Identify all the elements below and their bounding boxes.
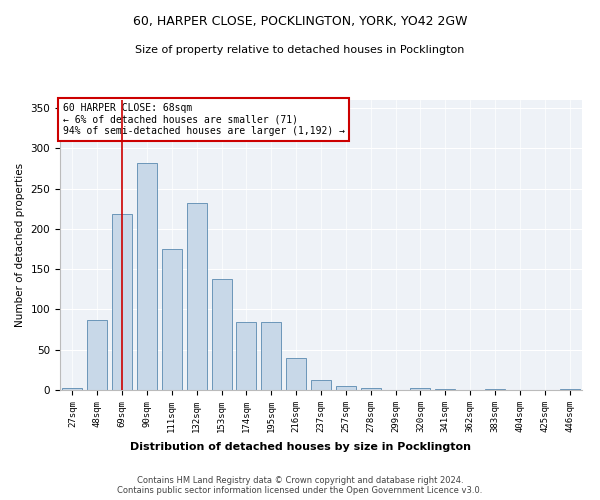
- Bar: [311, 380, 331, 390]
- Bar: [286, 358, 306, 390]
- Bar: [236, 322, 256, 390]
- Bar: [187, 203, 206, 390]
- Bar: [410, 388, 430, 390]
- Bar: [485, 389, 505, 390]
- Bar: [212, 279, 232, 390]
- Bar: [336, 386, 356, 390]
- Text: Contains HM Land Registry data © Crown copyright and database right 2024.
Contai: Contains HM Land Registry data © Crown c…: [118, 476, 482, 495]
- Text: Distribution of detached houses by size in Pocklington: Distribution of detached houses by size …: [130, 442, 470, 452]
- Bar: [361, 388, 380, 390]
- Bar: [262, 322, 281, 390]
- Bar: [436, 389, 455, 390]
- Bar: [112, 214, 132, 390]
- Bar: [560, 389, 580, 390]
- Text: 60 HARPER CLOSE: 68sqm
← 6% of detached houses are smaller (71)
94% of semi-deta: 60 HARPER CLOSE: 68sqm ← 6% of detached …: [62, 103, 344, 136]
- Bar: [62, 388, 82, 390]
- Bar: [88, 320, 107, 390]
- Y-axis label: Number of detached properties: Number of detached properties: [15, 163, 25, 327]
- Bar: [162, 249, 182, 390]
- Text: 60, HARPER CLOSE, POCKLINGTON, YORK, YO42 2GW: 60, HARPER CLOSE, POCKLINGTON, YORK, YO4…: [133, 15, 467, 28]
- Text: Size of property relative to detached houses in Pocklington: Size of property relative to detached ho…: [136, 45, 464, 55]
- Bar: [137, 163, 157, 390]
